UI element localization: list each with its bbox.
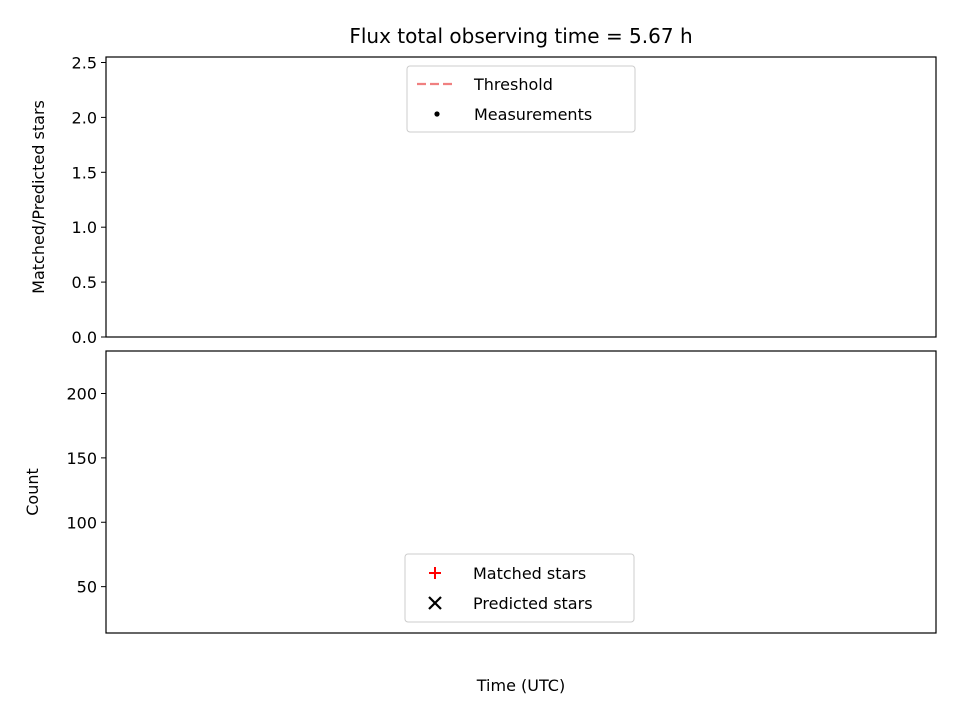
top-y-axis-label: Matched/Predicted stars bbox=[29, 100, 48, 294]
bottom-legend: Matched stars Predicted stars bbox=[404, 553, 635, 623]
bottom-y-axis-label: Count bbox=[23, 468, 42, 516]
y-tick-label: 100 bbox=[66, 513, 97, 532]
top-y-axis: 0.0 0.5 1.0 1.5 2.0 2.5 bbox=[72, 53, 106, 347]
y-tick-label: 2.0 bbox=[72, 108, 97, 127]
top-panel: 0.0 0.5 1.0 1.5 2.0 2.5 Matched/Predicted sta… bbox=[29, 53, 937, 347]
chart-title: Flux total observing time = 5.67 h bbox=[349, 24, 692, 48]
top-legend-box bbox=[406, 65, 636, 133]
top-plot-frame bbox=[105, 56, 937, 338]
bottom-legend-box bbox=[404, 553, 635, 623]
bottom-y-axis: 50 100 150 200 bbox=[66, 384, 106, 597]
y-tick-label: 0.5 bbox=[72, 273, 97, 292]
y-tick-label: 0.0 bbox=[72, 328, 97, 347]
top-legend: Threshold Measurements bbox=[406, 65, 636, 133]
legend-matched-label: Matched stars bbox=[473, 564, 586, 583]
legend-measurements-label: Measurements bbox=[474, 105, 592, 124]
bottom-plot-frame bbox=[105, 350, 937, 634]
legend-threshold-label: Threshold bbox=[473, 75, 553, 94]
y-tick-label: 1.5 bbox=[72, 163, 97, 182]
legend-matched-swatch bbox=[429, 567, 441, 579]
y-tick-label: 1.0 bbox=[72, 218, 97, 237]
y-tick-label: 50 bbox=[77, 578, 97, 597]
y-tick-label: 2.5 bbox=[72, 53, 97, 72]
legend-measurements-swatch bbox=[434, 111, 440, 117]
x-axis-label: Time (UTC) bbox=[476, 676, 565, 695]
y-tick-label: 150 bbox=[66, 449, 97, 468]
legend-predicted-label: Predicted stars bbox=[473, 594, 593, 613]
legend-predicted-swatch bbox=[428, 596, 442, 610]
y-tick-label: 200 bbox=[66, 384, 97, 403]
